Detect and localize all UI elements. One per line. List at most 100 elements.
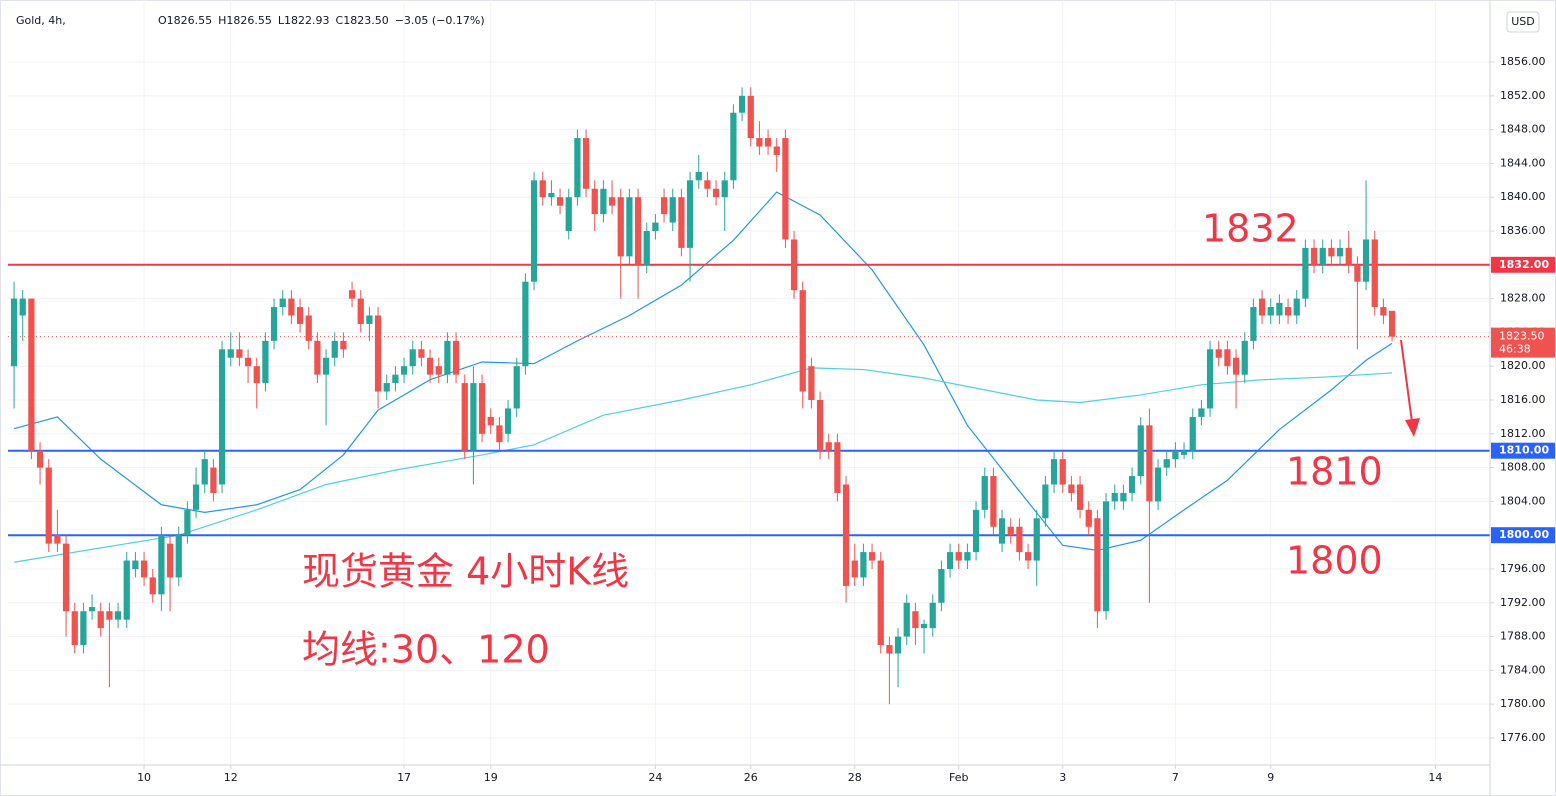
- candle-body: [314, 340, 321, 375]
- candle-body: [1128, 476, 1136, 493]
- candle-body: [496, 425, 503, 443]
- candle-body: [296, 307, 304, 324]
- candle-body: [236, 349, 243, 358]
- x-tick-label: 24: [648, 771, 662, 784]
- candle-body: [140, 560, 148, 578]
- candle-body: [929, 602, 936, 629]
- candle-body: [695, 171, 702, 181]
- candle-body: [470, 383, 477, 451]
- candle-body: [28, 298, 35, 451]
- candle-body: [799, 290, 806, 392]
- candle-body: [1232, 357, 1240, 375]
- candle-body: [894, 636, 902, 654]
- x-tick-label: 17: [397, 771, 411, 784]
- candle-body: [808, 366, 815, 400]
- candle-body: [1198, 408, 1205, 417]
- candle-body: [184, 509, 191, 536]
- candle-body: [71, 611, 78, 646]
- candle-body: [643, 231, 650, 265]
- y-tick-label: 1776.00: [1500, 731, 1546, 744]
- last-price-label: 1823.50: [1499, 330, 1545, 343]
- y-tick-label: 1828.00: [1500, 292, 1546, 305]
- x-tick-label: 10: [137, 771, 151, 784]
- annotation: 均线:30、120: [302, 628, 550, 672]
- candle-body: [1033, 518, 1040, 561]
- candle-body: [374, 315, 382, 392]
- candle-body: [62, 543, 70, 612]
- annotation: 现货黄金 4小时K线: [302, 550, 629, 594]
- candle-body: [790, 239, 798, 291]
- candle-body: [1076, 484, 1084, 510]
- candle-body: [565, 197, 572, 232]
- candle-body: [444, 340, 451, 375]
- candle-body: [1111, 492, 1118, 502]
- candle-body: [409, 349, 416, 367]
- candle-body: [1206, 349, 1214, 409]
- candle-body: [686, 180, 694, 248]
- candle-body: [1380, 307, 1387, 316]
- candle-body: [1024, 552, 1032, 561]
- candle-body: [972, 509, 980, 553]
- currency-button[interactable]: [1506, 11, 1540, 33]
- candle-body: [539, 180, 546, 198]
- candle-body: [1336, 247, 1344, 257]
- candle-body: [1180, 450, 1188, 455]
- candle-body: [114, 611, 122, 620]
- candle-body: [1137, 425, 1144, 477]
- x-tick-label: 3: [1059, 771, 1066, 784]
- candle-body: [920, 623, 928, 629]
- candle-body: [461, 383, 468, 451]
- axes: 1776.00 1780.00 1784.00 1788.00 1792.00 1796.…: [137, 55, 1555, 784]
- candle-body: [426, 357, 434, 375]
- candle-body: [886, 645, 893, 654]
- candle-body: [244, 357, 252, 367]
- candle-body: [1215, 349, 1222, 358]
- candle-body: [747, 95, 754, 139]
- candle-body: [392, 374, 399, 384]
- x-tick-label: 19: [484, 771, 498, 784]
- candle-body: [1172, 450, 1179, 460]
- currency[interactable]: USD: [1511, 15, 1535, 28]
- candle-body: [45, 467, 52, 544]
- moving-average: [13, 191, 1393, 552]
- candle-body: [782, 138, 789, 240]
- candle-body: [530, 180, 538, 282]
- candle-body: [1319, 247, 1326, 265]
- candle-body: [201, 459, 208, 485]
- candle-body: [253, 366, 260, 384]
- candle-body: [366, 315, 373, 324]
- candle-body: [97, 611, 104, 629]
- candle-body: [227, 349, 234, 358]
- candle-body: [1224, 349, 1231, 367]
- y-tick-label: 1820.00: [1500, 359, 1546, 372]
- candle-body: [331, 340, 338, 358]
- ohlc-value: L1822.93: [278, 14, 330, 27]
- level-tag: [1491, 527, 1555, 544]
- candle-body: [175, 535, 182, 578]
- candle-body: [1345, 247, 1352, 265]
- arrow-head: [1405, 418, 1420, 437]
- candle-body: [634, 197, 642, 265]
- candle-body: [210, 467, 217, 493]
- candle-body: [132, 560, 139, 569]
- candle-body: [582, 138, 590, 189]
- candle-body: [123, 560, 130, 620]
- x-tick-label: 9: [1267, 771, 1274, 784]
- candle-body: [1120, 492, 1127, 502]
- candle-body: [1284, 307, 1292, 316]
- y-tick-label: 1852.00: [1500, 89, 1546, 102]
- ohlc-value: O1826.55: [158, 14, 212, 27]
- candle-body: [279, 298, 286, 308]
- y-tick-label: 1856.00: [1500, 55, 1546, 68]
- y-tick-label: 1844.00: [1500, 156, 1546, 169]
- level-tag: [1491, 256, 1555, 273]
- candle-body: [166, 543, 174, 578]
- candle-body: [1302, 247, 1309, 299]
- candle-body: [1371, 239, 1378, 308]
- candle-body: [1042, 484, 1049, 519]
- x-tick-label: 14: [1428, 771, 1442, 784]
- candle-body: [54, 535, 61, 544]
- candle-body: [851, 560, 858, 578]
- levels: [8, 263, 1490, 537]
- arrow: [1400, 339, 1413, 423]
